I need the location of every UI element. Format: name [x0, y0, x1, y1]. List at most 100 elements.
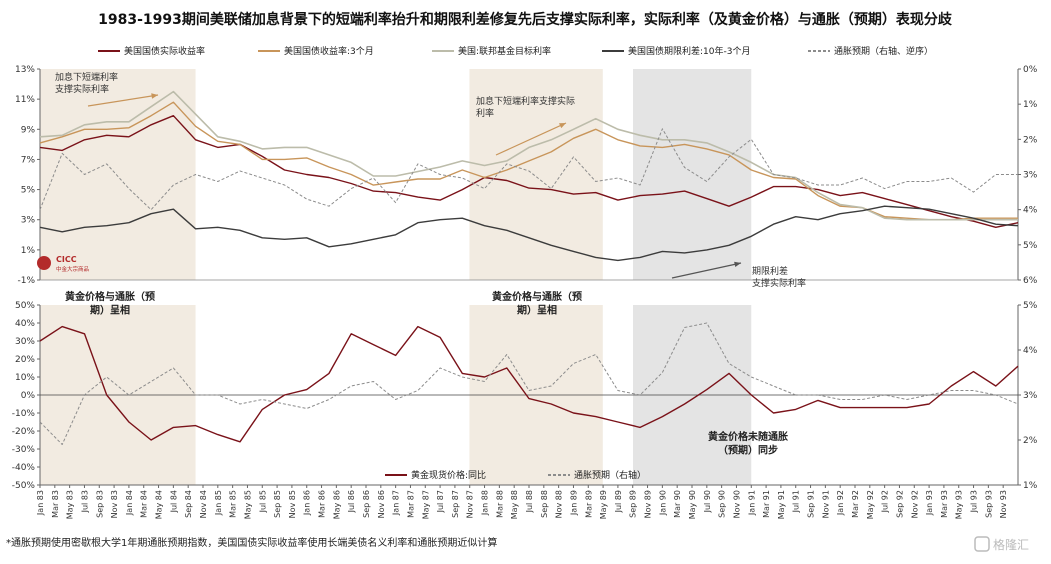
legend-label-top-2: 美国:联邦基金目标利率 [458, 45, 551, 57]
cicc-logo: CICC 中金大宗商品 [37, 255, 90, 273]
period-shading [40, 69, 752, 485]
x-tick-label: Mar 92 [851, 490, 860, 518]
x-tick-label: May 93 [955, 490, 964, 519]
bottom-left-tick-label: -40% [12, 463, 36, 473]
legends: 美国国债实际收益率 美国国债收益率:3个月 美国:联邦基金目标利率 美国国债期限利差:… [98, 45, 933, 481]
x-tick-label: Sep 87 [451, 490, 460, 518]
annotation-gold-not-follow: 黄金价格未随通胀（预期）同步 [708, 430, 788, 457]
annotation-gold-inverse-1-line: 黄金价格与通胀（预 [65, 290, 155, 303]
annotations: 加息下短端利率支撑实际利率加息下短端利率支撑实际利率期限利差支撑实际利率黄金价格… [55, 71, 806, 457]
arrow-term-spread-head [734, 261, 741, 268]
bottom-right-tick-label: 2% [1023, 436, 1038, 446]
watermark: 格隆汇 [974, 536, 1029, 552]
x-tick-label: Sep 92 [895, 490, 904, 518]
annotation-gold-inverse-2: 黄金价格与通胀（预期）呈相 [492, 290, 582, 317]
legend-label-top-1: 美国国债收益率:3个月 [284, 45, 374, 57]
x-tick-label: Jan 90 [658, 490, 667, 516]
x-tick-label: Sep 83 [95, 490, 104, 518]
top-left-tick-label: 9% [21, 125, 36, 135]
top-left-tick-label: -1% [17, 276, 35, 286]
bottom-right-tick-label: 3% [1023, 391, 1038, 401]
top-right-tick-label: 0% [1023, 65, 1038, 75]
bottom-left-tick-label: 0% [21, 391, 36, 401]
watermark-text: 格隆汇 [993, 537, 1029, 552]
x-tick-label: May 88 [510, 490, 519, 519]
x-tick-label: May 92 [866, 490, 875, 519]
shade-top-2 [633, 69, 752, 280]
x-tick-label: Jul 85 [258, 490, 267, 513]
top-right-tick-label: 4% [1023, 206, 1038, 216]
x-tick-label: Jul 92 [881, 490, 890, 513]
arrow-term-spread [671, 262, 742, 279]
bottom-left-tick-label: 50% [15, 301, 35, 311]
watermark-logo-icon [974, 536, 990, 552]
top-right-tick-label: 6% [1023, 276, 1038, 286]
top-series-line-4 [39, 128, 1018, 211]
x-tick-label: Jul 93 [970, 490, 979, 513]
x-tick-label: Nov 83 [110, 490, 119, 518]
legend-label-top-0: 美国国债实际收益率 [124, 45, 205, 57]
annotation-gold-inverse-2-line: 黄金价格与通胀（预 [492, 290, 582, 303]
legend-label-bottom-0: 黄金现货价格:同比 [411, 469, 486, 481]
x-tick-label: May 87 [421, 490, 430, 519]
x-tick-label: Nov 93 [999, 490, 1008, 518]
bottom-left-tick-label: 40% [15, 319, 35, 329]
bottom-left-tick-label: -10% [12, 409, 36, 419]
chart-title: 1983-1993期间美联储加息背景下的短端利率抬升和期限利差修复先后支撑实际利… [98, 11, 953, 28]
x-tick-label: Jul 83 [80, 490, 89, 513]
footnote: *通胀预期使用密歇根大学1年期通胀预期指数，美国国债实际收益率使用长端美债名义利… [6, 536, 497, 549]
logo-name: CICC [56, 255, 77, 264]
x-tick-label: Jan 85 [214, 490, 223, 516]
top-left-tick-label: 13% [15, 65, 35, 75]
axes: 13% 11% 9% 7% 5% 3% 1% -1% 0% 1% 2% 3% 4% 5% 6% 50% 40% 3… [12, 65, 1038, 519]
bottom-left-tick-label: -50% [12, 481, 36, 491]
x-tick-label: Sep 90 [718, 490, 727, 518]
top-left-tick-label: 7% [21, 155, 36, 165]
x-tick-label: Jan 87 [392, 490, 401, 516]
x-tick-label: Jul 91 [792, 490, 801, 513]
annotation-short-rate-2-line: 利率 [476, 107, 494, 119]
x-tick-label: Nov 86 [377, 490, 386, 518]
top-left-tick-label: 5% [21, 186, 36, 196]
x-tick-label: May 89 [599, 490, 608, 519]
x-tick-label: Jan 89 [569, 490, 578, 516]
bottom-left-tick-label: -20% [12, 427, 36, 437]
top-right-tick-label: 5% [1023, 241, 1038, 251]
bottom-right-tick-label: 4% [1023, 346, 1038, 356]
x-tick-label: May 84 [155, 490, 164, 519]
bottom-series-line-0 [39, 325, 1019, 443]
x-tick-label: Jan 86 [303, 490, 312, 516]
x-tick-label: Sep 88 [540, 490, 549, 518]
x-tick-label: Mar 88 [495, 490, 504, 518]
annotation-short-rate-1-line: 支撑实际利率 [55, 83, 109, 95]
x-tick-label: Jul 84 [169, 490, 178, 513]
top-right-tick-label: 3% [1023, 171, 1038, 181]
bottom-left-tick-label: -30% [12, 445, 36, 455]
x-tick-label: Jul 86 [347, 490, 356, 513]
arrow-short-rate-1-head [151, 93, 158, 99]
logo-subtitle: 中金大宗商品 [56, 265, 90, 273]
top-right-tick-label: 2% [1023, 135, 1038, 145]
bottom-left-tick-label: 30% [15, 337, 35, 347]
arrow-short-rate-2 [495, 122, 567, 156]
x-tick-label: Sep 93 [984, 490, 993, 518]
x-tick-label: Jan 91 [747, 490, 756, 516]
annotation-short-rate-2-line: 加息下短端利率支撑实际 [476, 95, 575, 107]
x-tick-label: May 91 [777, 490, 786, 519]
x-tick-label: Sep 86 [362, 490, 371, 518]
arrow-short-rate-1 [87, 94, 159, 107]
x-tick-label: Nov 88 [555, 490, 564, 518]
x-tick-label: May 90 [688, 490, 697, 519]
x-tick-label: Sep 91 [807, 490, 816, 518]
arrow-short-rate-2-head [559, 123, 566, 129]
logo-mark-icon [37, 256, 51, 270]
annotation-term-spread-line: 支撑实际利率 [752, 277, 806, 289]
annotation-gold-inverse-2-line: 期）呈相 [517, 304, 557, 317]
x-tick-label: Nov 84 [199, 490, 208, 518]
x-tick-label: May 83 [66, 490, 75, 519]
bottom-series-line-1 [39, 322, 1019, 445]
legend-label-bottom-1: 通胀预期（右轴） [574, 469, 646, 481]
x-tick-label: May 86 [332, 490, 341, 519]
annotation-short-rate-1: 加息下短端利率支撑实际利率 [55, 71, 118, 95]
